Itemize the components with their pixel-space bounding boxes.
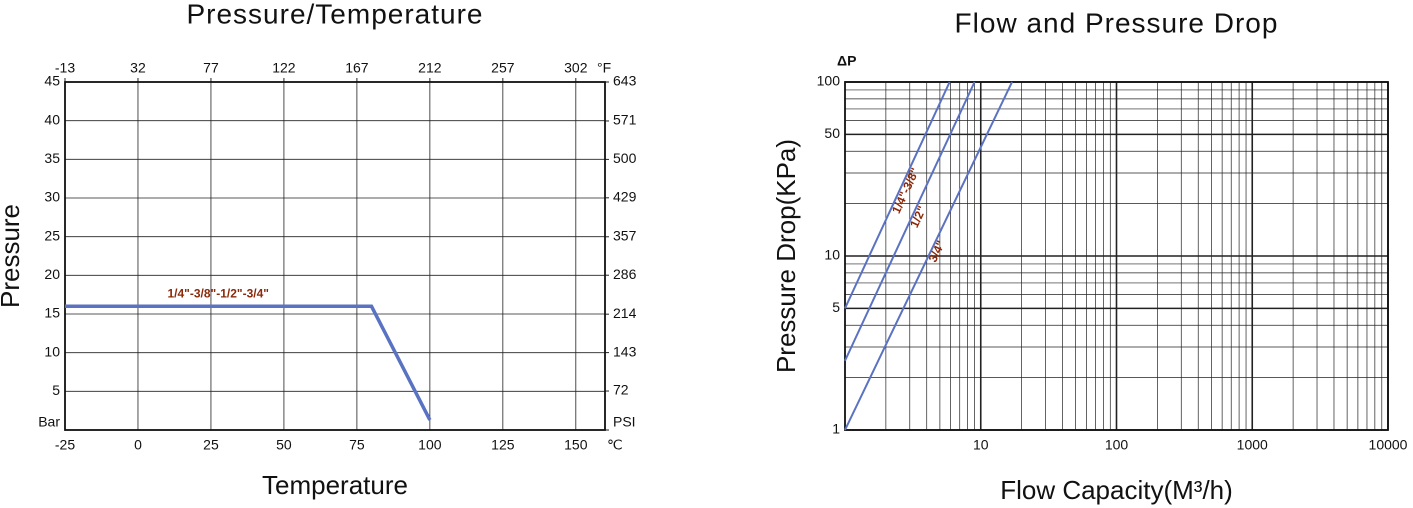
y2-tick-label: 357 <box>613 227 637 243</box>
plot-frame <box>64 81 606 431</box>
series-line <box>844 81 1013 431</box>
x2-tick-label: 122 <box>272 60 296 76</box>
y-tick-label: 30 <box>44 189 60 205</box>
x-tick-label: 10 <box>973 437 989 453</box>
y2-tick-label: 643 <box>613 73 637 89</box>
y2-tick-label: PSI <box>613 414 636 430</box>
y2-tick-label: 500 <box>613 150 637 166</box>
y-tick-label: 10 <box>824 247 840 263</box>
y-tick-label: 15 <box>44 305 60 321</box>
x-tick-label: 75 <box>349 437 365 453</box>
plot-frame <box>844 81 1389 431</box>
y-tick-label: 5 <box>832 299 840 315</box>
x-tick-label: 0 <box>134 437 142 453</box>
y-tick-label: 35 <box>44 150 60 166</box>
x-unit: ℃ <box>607 437 623 453</box>
series-label: 1/2" <box>907 204 929 230</box>
series-line <box>844 81 951 309</box>
series-line <box>844 81 976 362</box>
x-tick-label: 100 <box>1105 437 1129 453</box>
x2-tick-label: 32 <box>130 60 146 76</box>
y-tick-label: 45 <box>44 73 60 89</box>
x2-tick-label: 302 <box>564 60 588 76</box>
y-tick-label: 10 <box>44 343 60 359</box>
y-tick-label: Bar <box>38 414 60 430</box>
x2-tick-label: -13 <box>55 60 75 76</box>
x-tick-label: 25 <box>203 437 219 453</box>
y-unit: ΔP <box>837 53 856 69</box>
x-axis-title: Flow Capacity(M³/h) <box>1000 475 1233 505</box>
chart-title: Flow and Pressure Drop <box>955 7 1279 38</box>
x-axis-title: Temperature <box>262 470 408 500</box>
x2-tick-label: 257 <box>491 60 515 76</box>
y-axis-title: Pressure <box>0 204 25 308</box>
x-tick-label: 10000 <box>1369 437 1408 453</box>
x-tick-label: 125 <box>491 437 515 453</box>
x-tick-label: 150 <box>564 437 588 453</box>
y-tick-label: 5 <box>52 382 60 398</box>
y2-tick-label: 143 <box>613 343 637 359</box>
chart-title: Pressure/Temperature <box>186 0 483 29</box>
y2-tick-label: 571 <box>613 112 637 128</box>
y-tick-label: 50 <box>824 125 840 141</box>
x2-unit: °F <box>597 60 611 76</box>
series-label: 3/4" <box>926 238 948 264</box>
y-axis-title: Pressure Drop(KPa) <box>771 139 801 373</box>
x2-tick-label: 212 <box>418 60 442 76</box>
y2-tick-label: 286 <box>613 266 637 282</box>
x-tick-label: 50 <box>276 437 292 453</box>
y-tick-label: 100 <box>817 73 841 89</box>
series-line <box>65 304 432 421</box>
y2-tick-label: 429 <box>613 189 637 205</box>
x-tick-label: 1000 <box>1237 437 1268 453</box>
y2-tick-label: 214 <box>613 305 637 321</box>
y-tick-label: 25 <box>44 227 60 243</box>
x-tick-label: -25 <box>55 437 75 453</box>
y-tick-label: 40 <box>44 111 60 127</box>
y2-tick-label: 72 <box>613 382 629 398</box>
y-tick-label: 20 <box>44 266 60 282</box>
x-tick-label: 100 <box>418 437 442 453</box>
y-tick-label: 1 <box>832 421 840 437</box>
x2-tick-label: 167 <box>345 60 369 76</box>
series-label: 1/4"-3/8"-1/2"-3/4" <box>168 286 269 300</box>
x2-tick-label: 77 <box>203 60 219 76</box>
